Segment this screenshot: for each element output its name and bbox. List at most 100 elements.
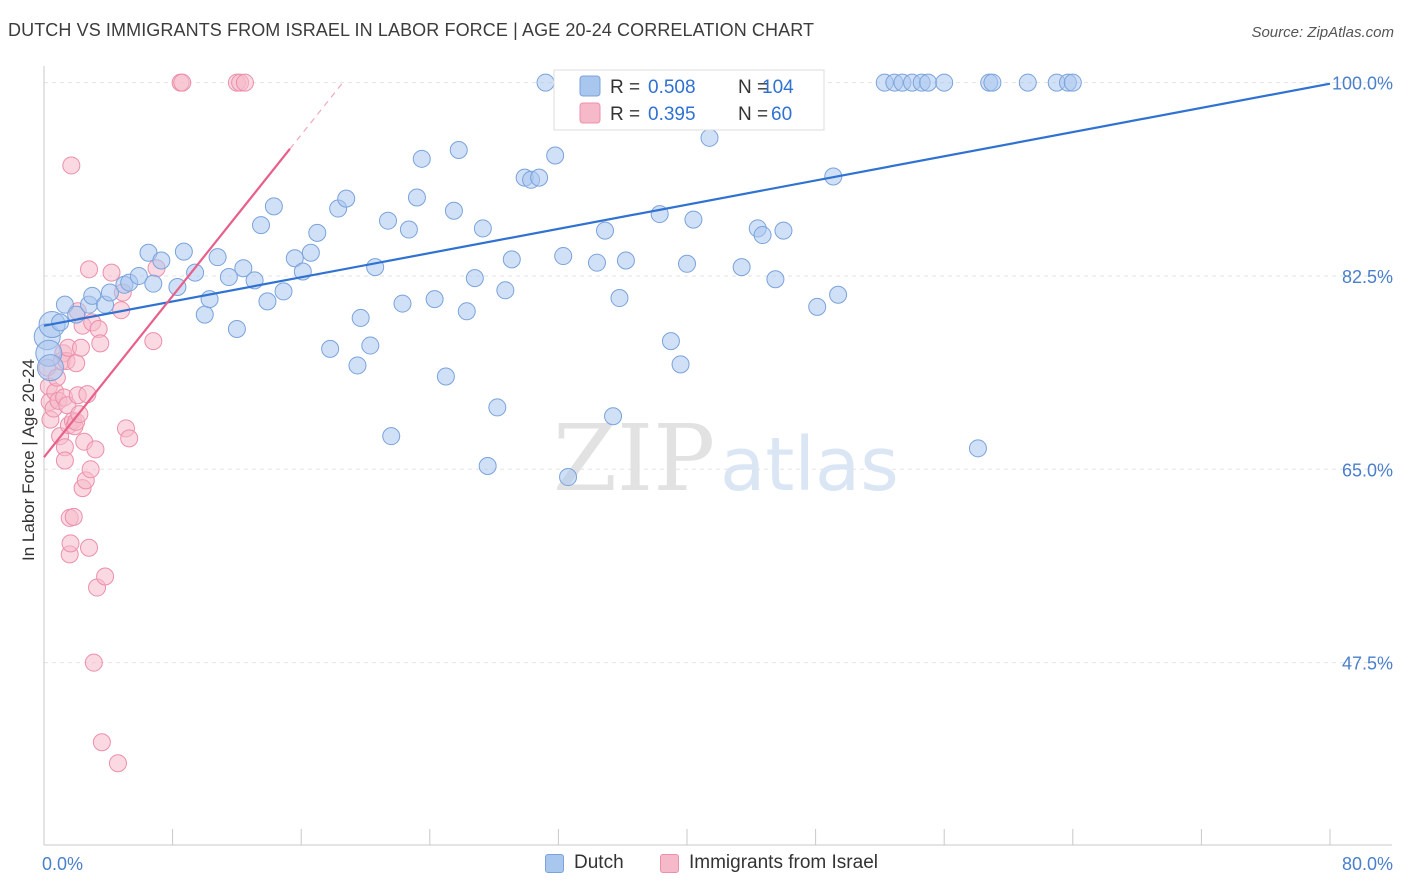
legend-dutch-n-label: N = [738,77,768,98]
dutch-point [285,249,304,268]
dutch-point [753,226,772,245]
dutch-point [174,242,193,261]
legend-israel-n-value: 60 [771,104,792,125]
y-tick-label: 65.0% [1342,460,1393,480]
y-tick-label: 82.5% [1342,267,1393,287]
legend-israel-n-label: N = [738,104,768,125]
israel-point [144,332,163,351]
legend-israel-swatch [579,102,601,124]
legend-dutch-r-value: 0.508 [648,77,696,98]
legend-swatch-israel [660,853,679,873]
israel-point [81,460,100,479]
dutch-point [488,398,507,417]
dutch-point [83,286,102,305]
gridlines [44,82,1392,664]
dutch-point [301,243,320,262]
israel-point [62,156,81,175]
dutch-point [473,219,492,238]
israel-point [96,567,115,586]
israel-point [173,73,192,92]
dutch-point [596,221,615,240]
israel-points [38,73,254,773]
israel-point [84,653,103,672]
watermark: ZIP atlas [553,405,899,512]
israel-point [64,507,83,526]
dutch-point [227,319,246,338]
israel-point [235,73,254,92]
israel-point [61,534,80,553]
dutch-point [55,295,74,314]
dutch-point [700,128,719,147]
dutch-point [144,274,163,293]
israel-point [92,733,111,752]
legend-label-israel: Immigrants from Israel [689,852,878,873]
dutch-point [382,427,401,446]
dutch-point [449,140,468,159]
series-legend: Dutch Immigrants from Israel [0,852,1406,878]
dutch-point [234,259,253,278]
dutch-point [379,211,398,230]
dutch-point [1063,73,1082,92]
source-credit: Source: ZipAtlas.com [1251,24,1394,41]
dutch-point [587,253,606,272]
dutch-point [393,294,412,313]
israel-point [67,354,86,373]
dutch-point [321,339,340,358]
israel-point [120,429,139,448]
dutch-point [152,251,171,270]
dutch-point [252,216,271,235]
dutch-point [496,281,515,300]
dutch-point [671,355,690,374]
dutch-point [399,220,418,239]
dutch-point [684,210,703,229]
dutch-point [465,269,484,288]
dutch-point [766,270,785,289]
dutch-point [36,354,64,382]
dutch-point [774,221,793,240]
dutch-point [536,73,555,92]
dutch-point [412,149,431,168]
dutch-point [678,254,696,273]
dutch-point [935,73,954,92]
dutch-point [444,201,463,220]
dutch-point [610,289,629,308]
dutch-point [546,146,565,165]
dutch-point [100,283,119,302]
dutch-point [983,73,1002,92]
chart-title: DUTCH VS IMMIGRANTS FROM ISRAEL IN LABOR… [8,20,815,40]
dutch-point [308,223,327,242]
correlation-legend: R = 0.508 N = 104 R = 0.395 N = 60 [553,69,825,131]
legend-israel-r-value: 0.395 [648,104,696,125]
dutch-point [351,308,370,327]
dutch-point [361,336,380,355]
israel-point [91,334,110,353]
trend-lines [43,79,1331,458]
x-tick-label-min: 0.0% [42,854,83,874]
x-tick-label-max: 80.0% [1342,854,1393,874]
watermark-atlas: atlas [720,422,899,508]
legend-item-dutch: Dutch [545,852,624,874]
dutch-point [274,282,293,301]
dutch-point [168,277,187,296]
dutch-points [33,73,1082,487]
dutch-point [219,268,238,287]
y-tick-label: 100.0% [1332,74,1393,94]
dutch-point [604,407,623,426]
y-axis-label: In Labor Force | Age 20-24 [19,359,38,561]
dutch-point [1018,73,1037,92]
dutch-point [530,168,549,187]
dutch-point [554,247,573,266]
dutch-point [502,250,521,269]
dutch-point [186,263,205,282]
dutch-point [264,197,283,216]
y-tick-label: 47.5% [1342,654,1393,674]
dutch-point [661,332,680,351]
israel-point [102,263,121,282]
tick-labels: 100.0% 82.5% 65.0% 47.5% 0.0% 80.0% [42,74,1393,874]
legend-item-israel: Immigrants from Israel [660,852,878,874]
dutch-point [407,188,426,207]
watermark-zip: ZIP [553,405,715,512]
dutch-point [968,439,987,458]
dutch-point [348,356,367,375]
